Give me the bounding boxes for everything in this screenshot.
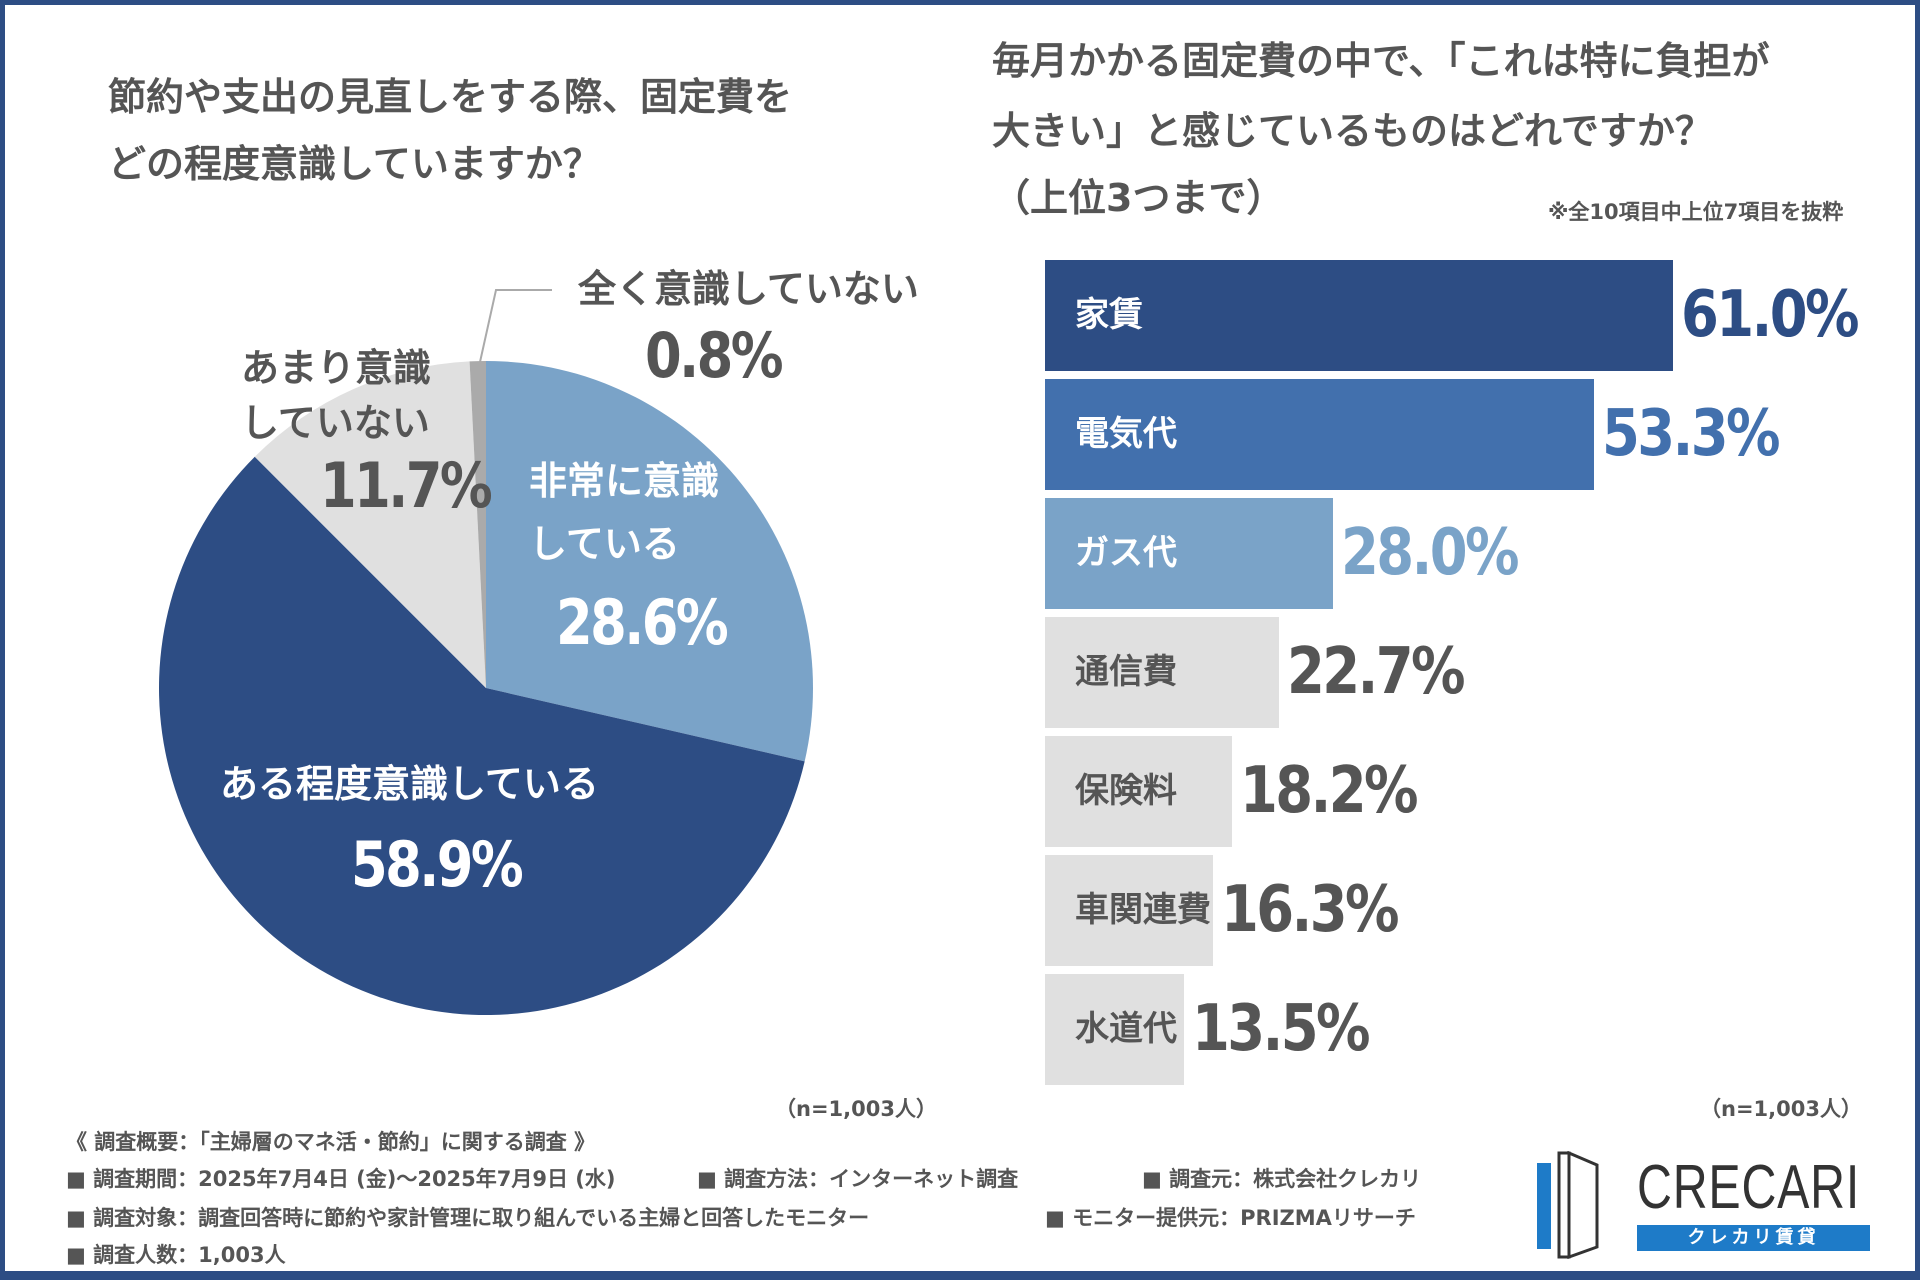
bar-value-label: 18.2% xyxy=(1240,754,1419,828)
pie-label-not-at-all: 全く意識していない xyxy=(578,267,919,311)
bar: 保険料 xyxy=(1045,736,1233,847)
pie-slice-very xyxy=(486,361,814,762)
pie-value-somewhat: 58.9% xyxy=(351,828,524,901)
bar: ガス代 xyxy=(1045,498,1334,609)
bar-value-label: 13.5% xyxy=(1192,992,1371,1066)
pie-label-not-much-2: していない xyxy=(241,401,430,445)
bar-value-label: 16.3% xyxy=(1220,873,1400,947)
survey-target: ■ 調査対象：調査回答時に節約や家計管理に取り組んでいる主婦と回答したモニター xyxy=(66,1206,870,1230)
bar: 水道代 xyxy=(1045,974,1185,1085)
survey-method: ■ 調査方法：インターネット調査 xyxy=(697,1167,1019,1191)
bar: 家賃 xyxy=(1045,260,1674,371)
door-icon xyxy=(1537,1151,1599,1259)
bar-label: ガス代 xyxy=(1075,533,1177,573)
bar: 車関連費 xyxy=(1045,855,1213,966)
bar-value-label: 28.0% xyxy=(1341,516,1520,590)
bar-label: 車関連費 xyxy=(1075,890,1211,930)
survey-heading: 《 調査概要：「主婦層のマネ活・節約」に関する調査 》 xyxy=(66,1130,596,1154)
bar-value-label: 22.7% xyxy=(1286,635,1466,709)
bar-label: 水道代 xyxy=(1075,1009,1177,1049)
pie-slice-somewhat xyxy=(159,456,805,1015)
pie-slice-not-much xyxy=(254,361,486,688)
pie-chart xyxy=(159,289,814,1015)
survey-provider: ■ モニター提供元：PRIZMAリサーチ xyxy=(1045,1206,1416,1230)
bar-title-line-3: （上位3つまで） xyxy=(992,176,1285,220)
bar-label: 電気代 xyxy=(1075,414,1177,454)
leader-line xyxy=(479,289,552,363)
pie-label-not-much-1: あまり意識 xyxy=(241,346,432,390)
pie-label-somewhat: ある程度意識している xyxy=(220,762,599,806)
crecari-logo: CRECARI クレカリ賃貸 xyxy=(1537,1151,1872,1259)
bar-title-line-2: 大きい」と感じているものはどれですか？ xyxy=(992,109,1713,153)
pie-slice-not-at-all xyxy=(469,361,486,688)
survey-count: ■ 調査人数：1,003人 xyxy=(66,1243,286,1267)
bar: 電気代 xyxy=(1045,379,1594,490)
pie-title-line-2: どの程度意識していますか？ xyxy=(108,142,601,186)
bar-label: 通信費 xyxy=(1075,652,1177,692)
pie-value-not-much: 11.7% xyxy=(320,449,493,522)
survey-source: ■ 調査元：株式会社クレカリ xyxy=(1142,1167,1422,1191)
pie-label-very-2: している xyxy=(529,522,680,566)
bar-value-label: 53.3% xyxy=(1601,397,1781,471)
survey-period: ■ 調査期間：2025年7月4日 (金)～2025年7月9日 (水) xyxy=(66,1167,616,1191)
bar-subtitle: ※全10項目中上位7項目を抜粋 xyxy=(1548,200,1844,224)
bar-sample-note: （n=1,003人） xyxy=(1700,1097,1862,1121)
bar-value-label: 61.0% xyxy=(1681,278,1860,352)
logo-sub: クレカリ賃貸 xyxy=(1637,1225,1870,1251)
bar-label: 家賃 xyxy=(1075,295,1143,335)
logo-wordmark: CRECARI xyxy=(1637,1153,1861,1222)
pie-sample-note: （n=1,003人） xyxy=(775,1097,937,1121)
pie-value-very: 28.6% xyxy=(556,586,729,659)
pie-label-very-1: 非常に意識 xyxy=(529,459,720,503)
bar-title-line-1: 毎月かかる固定費の中で、「これは特に負担が xyxy=(992,39,1770,83)
bar: 通信費 xyxy=(1045,617,1279,728)
bar-label: 保険料 xyxy=(1075,771,1177,811)
pie-title-line-1: 節約や支出の見直しをする際、固定費を xyxy=(108,75,793,119)
pie-value-not-at-all: 0.8% xyxy=(645,319,784,392)
